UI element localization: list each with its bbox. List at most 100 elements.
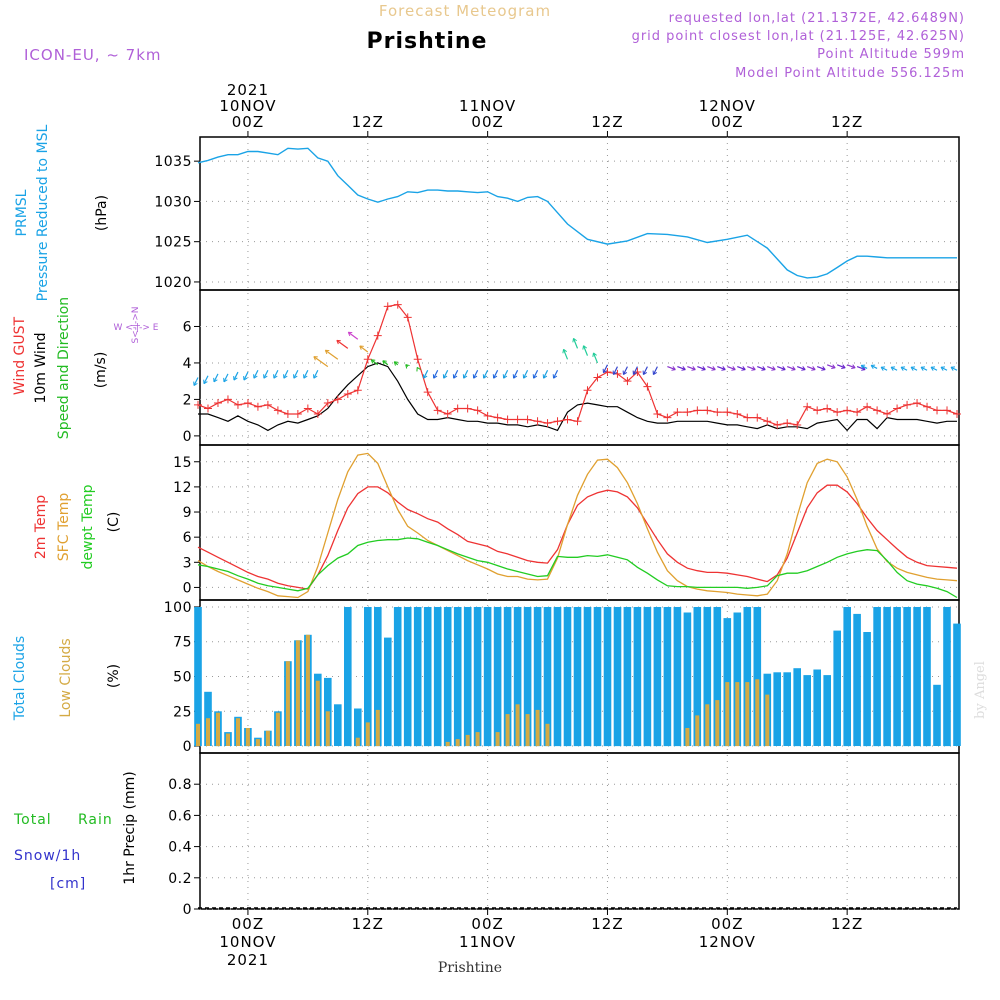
wind-direction-arrowhead: [821, 366, 826, 371]
total-cloud-bar: [344, 607, 352, 747]
total-cloud-bar: [483, 607, 492, 747]
top-time-label: 00Z: [232, 113, 264, 131]
wind-direction-arrowhead: [472, 374, 478, 379]
total-cloud-bar: [773, 672, 781, 746]
wind-gust-marker: [203, 404, 212, 413]
wind-y-tick-label: 4: [183, 356, 192, 372]
wind-direction-arrow: [860, 364, 868, 369]
wind-gust-marker: [763, 417, 772, 426]
wind-gust-marker: [423, 388, 432, 397]
wind-direction-arrow: [797, 366, 806, 371]
wind-gust-marker: [413, 355, 422, 364]
low-cloud-bar: [355, 737, 360, 746]
wind-gust-marker: [383, 302, 392, 311]
total-cloud-bar: [943, 607, 951, 747]
wind-direction-arrow: [856, 366, 866, 371]
total-cloud-bar: [643, 607, 652, 747]
total-cloud-bar: [463, 607, 472, 747]
wind-direction-arrow: [717, 366, 726, 371]
wind-direction-arrow: [787, 366, 796, 371]
wind-direction-arrow: [253, 369, 259, 379]
top-time-label: 10NOV: [219, 97, 276, 115]
wind-gust-marker: [373, 331, 382, 340]
wind-direction-arrowhead: [263, 374, 268, 379]
bottom-time-label: 11NOV: [459, 933, 516, 951]
precip-y-tick-label: 0.6: [168, 808, 192, 824]
wind-gust-marker: [953, 410, 962, 418]
total-cloud-bar: [663, 607, 672, 747]
wind-direction-arrow: [359, 345, 369, 353]
wind-unit: (m/s): [93, 352, 109, 389]
wind-direction-arrow: [313, 356, 329, 368]
clouds-unit: (%): [106, 664, 122, 688]
wind-gust-label: Wind GUST: [12, 316, 28, 395]
low-cloud-bar: [505, 714, 510, 747]
bottom-time-label: 10NOV: [219, 933, 276, 951]
wind-direction-arrow: [777, 366, 786, 371]
low-cloud-bar: [295, 640, 300, 746]
wind-gust-marker: [363, 355, 372, 364]
clouds-y-tick-label: 0: [183, 739, 192, 755]
wind-direction-arrow: [826, 364, 836, 369]
wind-direction-arrowhead: [761, 366, 766, 371]
wind-direction-arrowhead: [416, 366, 421, 372]
precip-snow-label: Snow/1h: [14, 848, 81, 864]
wind-direction-arrowhead: [711, 366, 716, 371]
wind-direction-arrowhead: [731, 366, 736, 371]
total-cloud-bar: [453, 607, 462, 747]
y-axes: 1020 1025 1030 1035 0 2 4 6 0 3 6 9 12 15 0 25 50 75 100 0 0…: [154, 154, 200, 918]
total-cloud-bar: [633, 607, 642, 747]
wind-direction-arrowhead: [681, 366, 686, 371]
wind-direction-arrowhead: [542, 374, 548, 379]
wind-direction-arrowhead: [462, 374, 468, 379]
total-cloud-bar: [683, 612, 692, 746]
wind-gust-marker: [693, 406, 702, 415]
wind-direction-arrow: [370, 359, 379, 366]
footer-station: Prishtine: [438, 960, 502, 976]
model-label: ICON-EU, ~ 7km: [24, 46, 162, 64]
total-cloud-bar: [833, 630, 841, 746]
low-cloud-bar: [725, 682, 730, 747]
wind-direction-arrowhead: [482, 374, 488, 379]
wind-direction-arrowhead: [940, 366, 946, 371]
wind-direction-arrowhead: [359, 345, 364, 350]
wind-10m-label: 10m Wind: [33, 332, 49, 403]
wind-gust-marker: [273, 406, 282, 415]
wind-gust-marker: [523, 415, 532, 424]
total-cloud-bar: [423, 607, 432, 747]
low-cloud-bar: [755, 679, 760, 747]
low-cloud-bar: [236, 718, 240, 746]
clouds-y-tick-label: 100: [164, 600, 192, 616]
clouds-y-tick-label: 25: [173, 704, 192, 720]
wind-direction-arrowhead: [691, 366, 696, 371]
temp-unit: (C): [106, 512, 122, 533]
low-cloud-bar: [285, 661, 290, 746]
wind-gust-marker: [533, 417, 542, 426]
model-altitude: Model Point Altitude 556.125m: [735, 66, 965, 81]
wind-direction-arrowhead: [293, 374, 298, 379]
wind-gust-marker: [473, 406, 482, 415]
wind-direction-arrow: [533, 369, 539, 379]
wind-direction-arrowhead: [870, 364, 876, 370]
wind-direction-arrowhead: [801, 366, 806, 371]
wind-direction-arrowhead: [370, 359, 376, 364]
wind-gust-marker: [703, 406, 712, 415]
wind-direction-arrowhead: [950, 366, 956, 371]
wind-direction-arrowhead: [572, 337, 577, 343]
wind-gust-marker: [783, 419, 792, 428]
wind-direction-arrow: [757, 366, 766, 371]
wind-direction-arrow: [870, 364, 878, 369]
wind-compass-ns: S<-|->N: [131, 306, 141, 343]
top-time-label: 12Z: [352, 113, 384, 131]
wind-direction-arrow: [193, 377, 199, 386]
wind-gust-marker: [483, 411, 492, 420]
wind-direction-arrow: [592, 352, 599, 364]
wind-direction-arrowhead: [522, 374, 528, 379]
wind-gust-marker: [194, 400, 203, 409]
wind-direction-arrowhead: [612, 370, 618, 376]
wind-direction-arrowhead: [492, 374, 498, 379]
wind-gust-marker: [733, 410, 742, 418]
wind-direction-arrowhead: [422, 374, 428, 379]
